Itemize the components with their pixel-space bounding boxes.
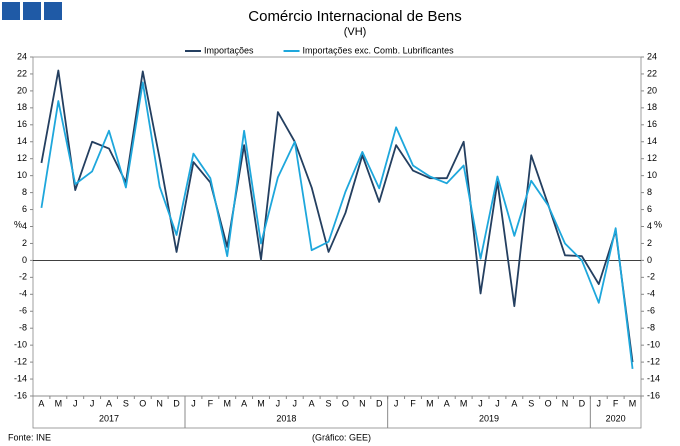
year-label: 2020	[606, 413, 626, 423]
y2-tick-label: 14	[647, 136, 657, 146]
x-tick-label: J	[276, 398, 281, 408]
plot-frame	[32, 56, 642, 397]
y-tick-label: 6	[22, 204, 27, 214]
x-tick-label: S	[123, 398, 129, 408]
y-tick-label: 8	[22, 187, 27, 197]
credit: (Gráfico: GEE)	[312, 432, 371, 442]
x-tick-label: S	[528, 398, 534, 408]
legend-label: Importações exc. Comb. Lubrificantes	[303, 45, 455, 55]
chart-title: Comércio Internacional de Bens	[248, 8, 461, 25]
y2-tick-label: 24	[647, 51, 657, 61]
y-tick-label: -16	[14, 390, 27, 400]
y-tick-label: -8	[19, 323, 27, 333]
y-unit: %	[654, 219, 662, 229]
y2-tick-label: 4	[647, 221, 652, 231]
legend-label: Importações	[204, 45, 254, 55]
x-tick-label: M	[460, 398, 468, 408]
x-tick-label: J	[394, 398, 399, 408]
y2-tick-label: 2	[647, 238, 652, 248]
x-tick-label: M	[55, 398, 63, 408]
x-tick-label: N	[156, 398, 163, 408]
x-tick-label: N	[359, 398, 366, 408]
year-label: 2017	[99, 413, 119, 423]
y2-tick-label: -16	[647, 390, 660, 400]
x-tick-label: J	[293, 398, 298, 408]
series-line	[40, 81, 634, 369]
y-tick-label: 4	[22, 221, 27, 231]
logo-block	[2, 2, 20, 20]
y2-tick-label: 18	[647, 102, 657, 112]
y-tick-label: 22	[17, 68, 27, 78]
logo-block	[44, 2, 62, 20]
y2-tick-label: 8	[647, 187, 652, 197]
year-label: 2019	[479, 413, 499, 423]
y-tick-label: 0	[22, 255, 27, 265]
y-tick-label: 14	[17, 136, 27, 146]
y-tick-label: 12	[17, 153, 27, 163]
x-tick-label: J	[478, 398, 483, 408]
y2-tick-label: 16	[647, 119, 657, 129]
y2-tick-label: -2	[647, 272, 655, 282]
y2-tick-label: 0	[647, 255, 652, 265]
x-tick-label: F	[410, 398, 416, 408]
y-tick-label: 24	[17, 51, 27, 61]
y2-tick-label: -6	[647, 306, 655, 316]
y2-tick-label: 6	[647, 204, 652, 214]
y-tick-label: -14	[14, 373, 27, 383]
y2-tick-label: -8	[647, 323, 655, 333]
y2-tick-label: 12	[647, 153, 657, 163]
y2-tick-label: -4	[647, 289, 655, 299]
y2-tick-label: -14	[647, 373, 660, 383]
y-tick-label: -2	[19, 272, 27, 282]
x-tick-label: M	[629, 398, 637, 408]
x-tick-label: D	[173, 398, 180, 408]
x-tick-label: F	[613, 398, 619, 408]
x-tick-label: M	[426, 398, 434, 408]
x-tick-label: M	[257, 398, 265, 408]
x-tick-label: A	[444, 398, 450, 408]
y-tick-label: 18	[17, 102, 27, 112]
series-line	[40, 69, 634, 363]
source: Fonte: INE	[8, 432, 51, 442]
y2-tick-label: 22	[647, 68, 657, 78]
y2-tick-label: -12	[647, 356, 660, 366]
x-tick-label: O	[342, 398, 349, 408]
y-tick-label: 2	[22, 238, 27, 248]
x-tick-label: A	[38, 398, 44, 408]
y-tick-label: -6	[19, 306, 27, 316]
x-tick-label: J	[191, 398, 196, 408]
x-tick-label: J	[597, 398, 602, 408]
x-tick-label: F	[208, 398, 214, 408]
y2-tick-label: 10	[647, 170, 657, 180]
x-tick-label: S	[326, 398, 332, 408]
x-tick-label: A	[309, 398, 315, 408]
x-tick-label: N	[562, 398, 569, 408]
x-tick-label: M	[223, 398, 231, 408]
x-tick-label: J	[495, 398, 500, 408]
x-tick-label: D	[376, 398, 383, 408]
logo-block	[23, 2, 41, 20]
y-tick-label: -4	[19, 289, 27, 299]
y-tick-label: 16	[17, 119, 27, 129]
year-label: 2018	[276, 413, 296, 423]
chart-subtitle: (VH)	[344, 26, 367, 38]
x-tick-label: A	[106, 398, 112, 408]
y-tick-label: 20	[17, 85, 27, 95]
y-tick-label: -10	[14, 340, 27, 350]
x-tick-label: O	[545, 398, 552, 408]
y2-tick-label: 20	[647, 85, 657, 95]
y-tick-label: 10	[17, 170, 27, 180]
x-tick-label: D	[579, 398, 586, 408]
x-tick-label: J	[73, 398, 78, 408]
x-tick-label: A	[241, 398, 247, 408]
y-tick-label: -12	[14, 356, 27, 366]
y-unit: %	[14, 219, 22, 229]
x-tick-label: J	[90, 398, 95, 408]
x-tick-label: A	[511, 398, 517, 408]
x-tick-label: O	[139, 398, 146, 408]
y2-tick-label: -10	[647, 340, 660, 350]
